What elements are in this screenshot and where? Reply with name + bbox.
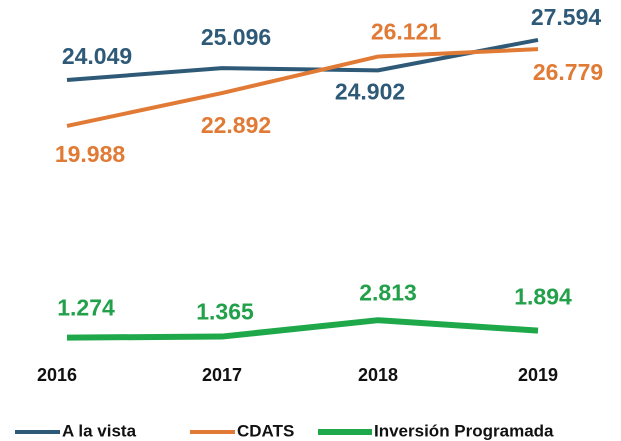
data-label: 2.813	[359, 279, 417, 305]
x-tick-label: 2017	[202, 365, 242, 385]
series-line	[66, 47, 539, 128]
data-label: 1.274	[57, 295, 115, 321]
data-label: 26.121	[371, 19, 442, 45]
data-label: 1.894	[514, 284, 572, 310]
data-label: 25.096	[201, 24, 271, 50]
data-label: 27.594	[531, 4, 602, 30]
legend-label: CDATS	[237, 421, 294, 440]
data-label: 1.365	[196, 299, 254, 325]
series-line	[66, 317, 539, 341]
data-label: 22.892	[201, 112, 271, 138]
data-label: 19.988	[55, 141, 126, 167]
legend-label: A la vista	[62, 421, 137, 440]
legend-label: Inversión Programada	[374, 421, 554, 440]
data-label: 24.049	[62, 43, 132, 69]
series-line	[66, 37, 539, 82]
data-label: 24.902	[335, 78, 405, 104]
x-tick-label: 2019	[518, 365, 558, 385]
x-tick-label: 2016	[37, 365, 77, 385]
x-tick-label: 2018	[358, 365, 398, 385]
data-label: 26.779	[533, 59, 603, 85]
